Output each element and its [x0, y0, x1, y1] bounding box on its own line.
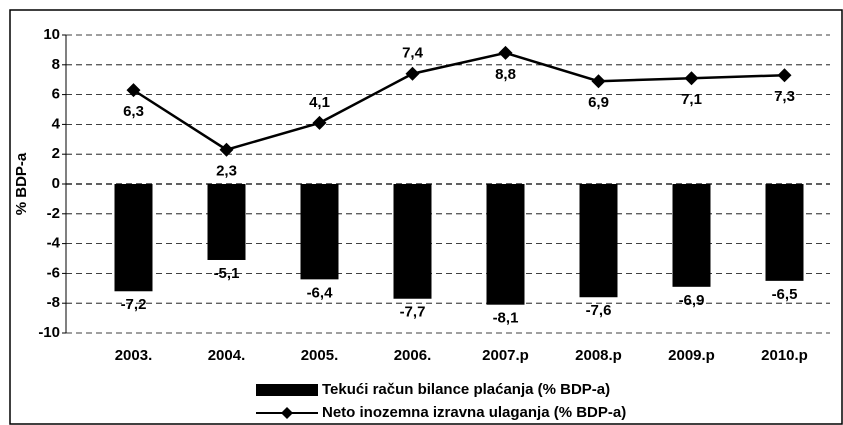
data-label: 2,3: [216, 163, 237, 180]
y-tick-label: 8: [52, 56, 60, 73]
data-label: 7,4: [402, 45, 424, 62]
marker: [684, 71, 699, 86]
bar: [765, 184, 804, 281]
marker: [219, 142, 234, 157]
data-label: -8,1: [493, 310, 519, 327]
y-tick-label: 6: [52, 86, 60, 103]
data-label: -6,5: [772, 286, 798, 303]
marker: [405, 66, 420, 81]
bar: [207, 184, 246, 260]
x-tick-label: 2010.p: [761, 347, 808, 364]
line: [132, 51, 785, 152]
y-tick-label: -8: [47, 294, 60, 311]
data-label: 4,1: [309, 94, 330, 111]
data-label: 6,3: [123, 103, 144, 120]
x-tick-label: 2009.p: [668, 347, 715, 364]
data-label: -7,6: [586, 302, 612, 319]
y-tick-label: -10: [38, 324, 60, 341]
marker: [126, 83, 141, 98]
y-tick-label: -6: [47, 264, 60, 281]
data-label: -6,4: [307, 284, 334, 301]
y-axis-label: % BDP-a: [13, 152, 30, 215]
data-label: -7,2: [121, 296, 147, 313]
x-tick-label: 2007.p: [482, 347, 529, 364]
x-tick-label: 2006.: [394, 347, 432, 364]
bar: [486, 184, 525, 305]
data-label: 7,1: [681, 91, 702, 108]
data-label: 6,9: [588, 94, 609, 111]
x-tick-label: 2004.: [208, 347, 246, 364]
y-tick-label: -2: [47, 205, 60, 222]
marker: [498, 45, 513, 60]
marker: [591, 74, 606, 89]
y-tick-label: -4: [47, 235, 61, 252]
bar: [393, 184, 432, 299]
x-tick-label: 2003.: [115, 347, 153, 364]
legend-swatch: [256, 384, 318, 396]
data-label: -5,1: [214, 265, 240, 282]
y-tick-label: 4: [52, 115, 61, 132]
data-label: -7,7: [400, 304, 426, 321]
data-label: 8,8: [495, 66, 516, 83]
bar: [672, 184, 711, 287]
x-tick-label: 2005.: [301, 347, 339, 364]
y-tick-label: 10: [43, 26, 60, 43]
x-tick-label: 2008.p: [575, 347, 622, 364]
bar: [579, 184, 618, 298]
y-tick-label: 2: [52, 145, 60, 162]
marker: [777, 68, 792, 83]
y-tick-label: 0: [52, 175, 60, 192]
frame: [9, 9, 843, 425]
legend-label: Tekući račun bilance plaćanja (% BDP-a): [322, 381, 610, 398]
marker: [312, 115, 327, 130]
legend-marker: [281, 407, 293, 419]
data-label: -6,9: [679, 292, 705, 309]
data-label: 7,3: [774, 88, 795, 105]
bar: [114, 184, 153, 292]
legend-label: Neto inozemna izravna ulaganja (% BDP-a): [322, 404, 626, 421]
bar: [300, 184, 339, 280]
